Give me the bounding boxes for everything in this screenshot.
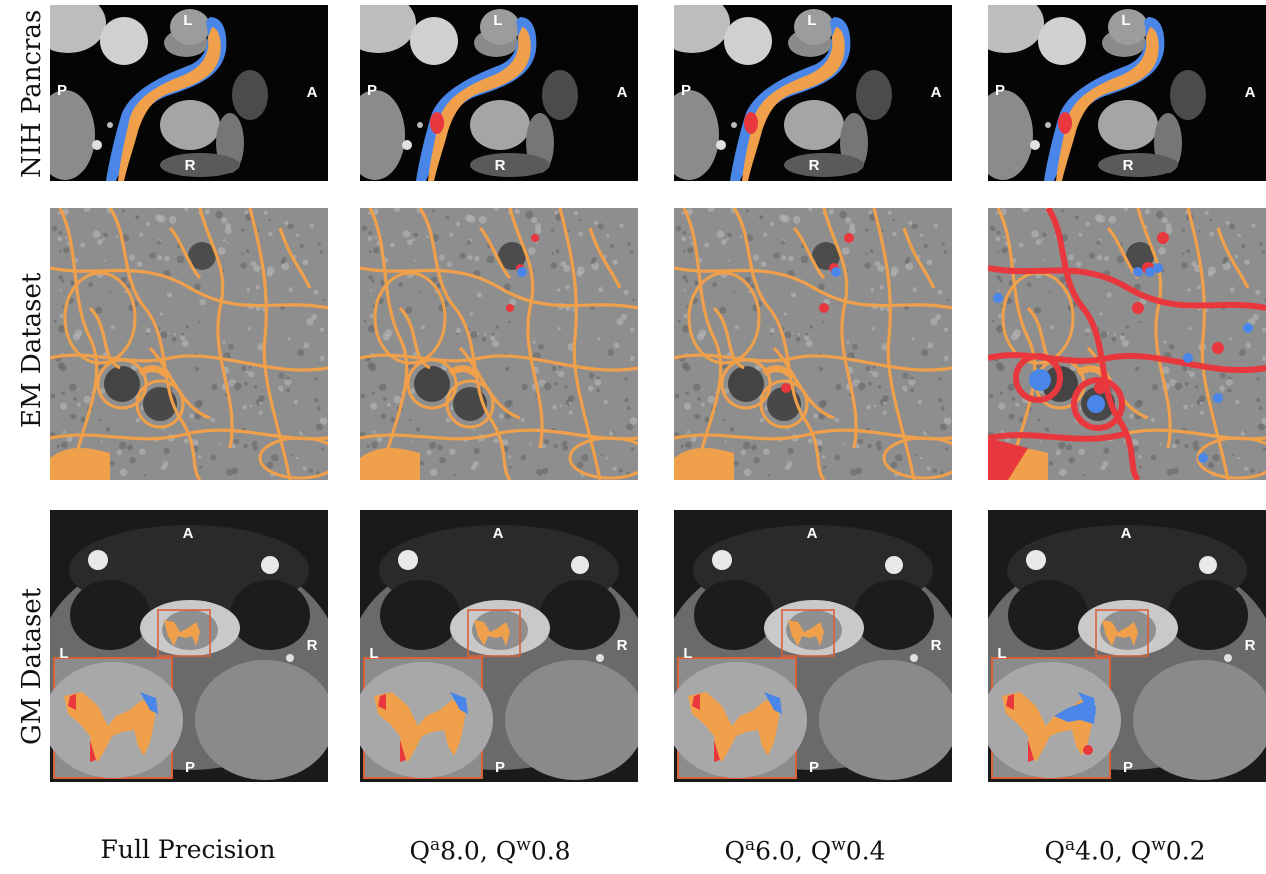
- column-label-full-precision: Full Precision: [100, 835, 276, 864]
- em-panel-3: [674, 208, 952, 480]
- pancreas-panel-3: L P A R: [674, 5, 952, 181]
- gm-panel-4: A L R P: [988, 510, 1266, 782]
- orientation-label-right: A: [617, 84, 628, 101]
- orientation-label-left: P: [367, 82, 377, 99]
- column-label-q8-q08: Qa8.0, Qw0.8: [409, 835, 571, 866]
- orientation-label-left: P: [681, 82, 691, 99]
- orientation-label-left: P: [995, 82, 1005, 99]
- orientation-label-left: L: [59, 645, 68, 662]
- orientation-label-bottom: P: [1123, 759, 1133, 776]
- orientation-label-left: L: [997, 645, 1006, 662]
- orientation-label-top: A: [493, 525, 504, 542]
- row-label-nih-pancreas: NIH Pancras: [17, 9, 47, 178]
- orientation-label-bottom: P: [495, 759, 505, 776]
- gm-panel-3: A L R P: [674, 510, 952, 782]
- orientation-label-right: A: [1245, 84, 1256, 101]
- column-label-q4-q02: Qa4.0, Qw0.2: [1044, 835, 1206, 866]
- em-panel-2: [360, 208, 638, 480]
- orientation-label-bottom: R: [809, 157, 820, 174]
- orientation-label-right: R: [931, 637, 942, 654]
- gm-panel-1: A L R P: [50, 510, 328, 782]
- orientation-label-top: L: [183, 12, 192, 29]
- orientation-label-left: P: [57, 82, 67, 99]
- orientation-label-top: L: [493, 12, 502, 29]
- pancreas-panel-4: L P A R: [988, 5, 1266, 181]
- orientation-label-bottom: R: [495, 157, 506, 174]
- pancreas-panel-1: L P A R: [50, 5, 328, 181]
- orientation-label-left: L: [369, 645, 378, 662]
- orientation-label-left: L: [683, 645, 692, 662]
- orientation-label-top: A: [807, 525, 818, 542]
- orientation-label-right: A: [931, 84, 942, 101]
- orientation-label-right: R: [617, 637, 628, 654]
- row-label-em-dataset: EM Dataset: [17, 272, 47, 428]
- em-panel-1: [50, 208, 328, 480]
- orientation-label-bottom: R: [185, 157, 196, 174]
- orientation-label-bottom: R: [1123, 157, 1134, 174]
- orientation-label-top: L: [1121, 12, 1130, 29]
- orientation-label-bottom: P: [185, 759, 195, 776]
- orientation-label-top: A: [1121, 525, 1132, 542]
- orientation-label-right: R: [307, 637, 318, 654]
- pancreas-panel-2: L P A R: [360, 5, 638, 181]
- row-label-gm-dataset: GM Dataset: [17, 587, 47, 745]
- orientation-label-right: R: [1245, 637, 1256, 654]
- orientation-label-right: A: [307, 84, 318, 101]
- orientation-label-bottom: P: [809, 759, 819, 776]
- orientation-label-top: L: [807, 12, 816, 29]
- column-label-q6-q04: Qa6.0, Qw0.4: [724, 835, 886, 866]
- em-panel-4: [988, 208, 1266, 480]
- orientation-label-top: A: [183, 525, 194, 542]
- gm-panel-2: A L R P: [360, 510, 638, 782]
